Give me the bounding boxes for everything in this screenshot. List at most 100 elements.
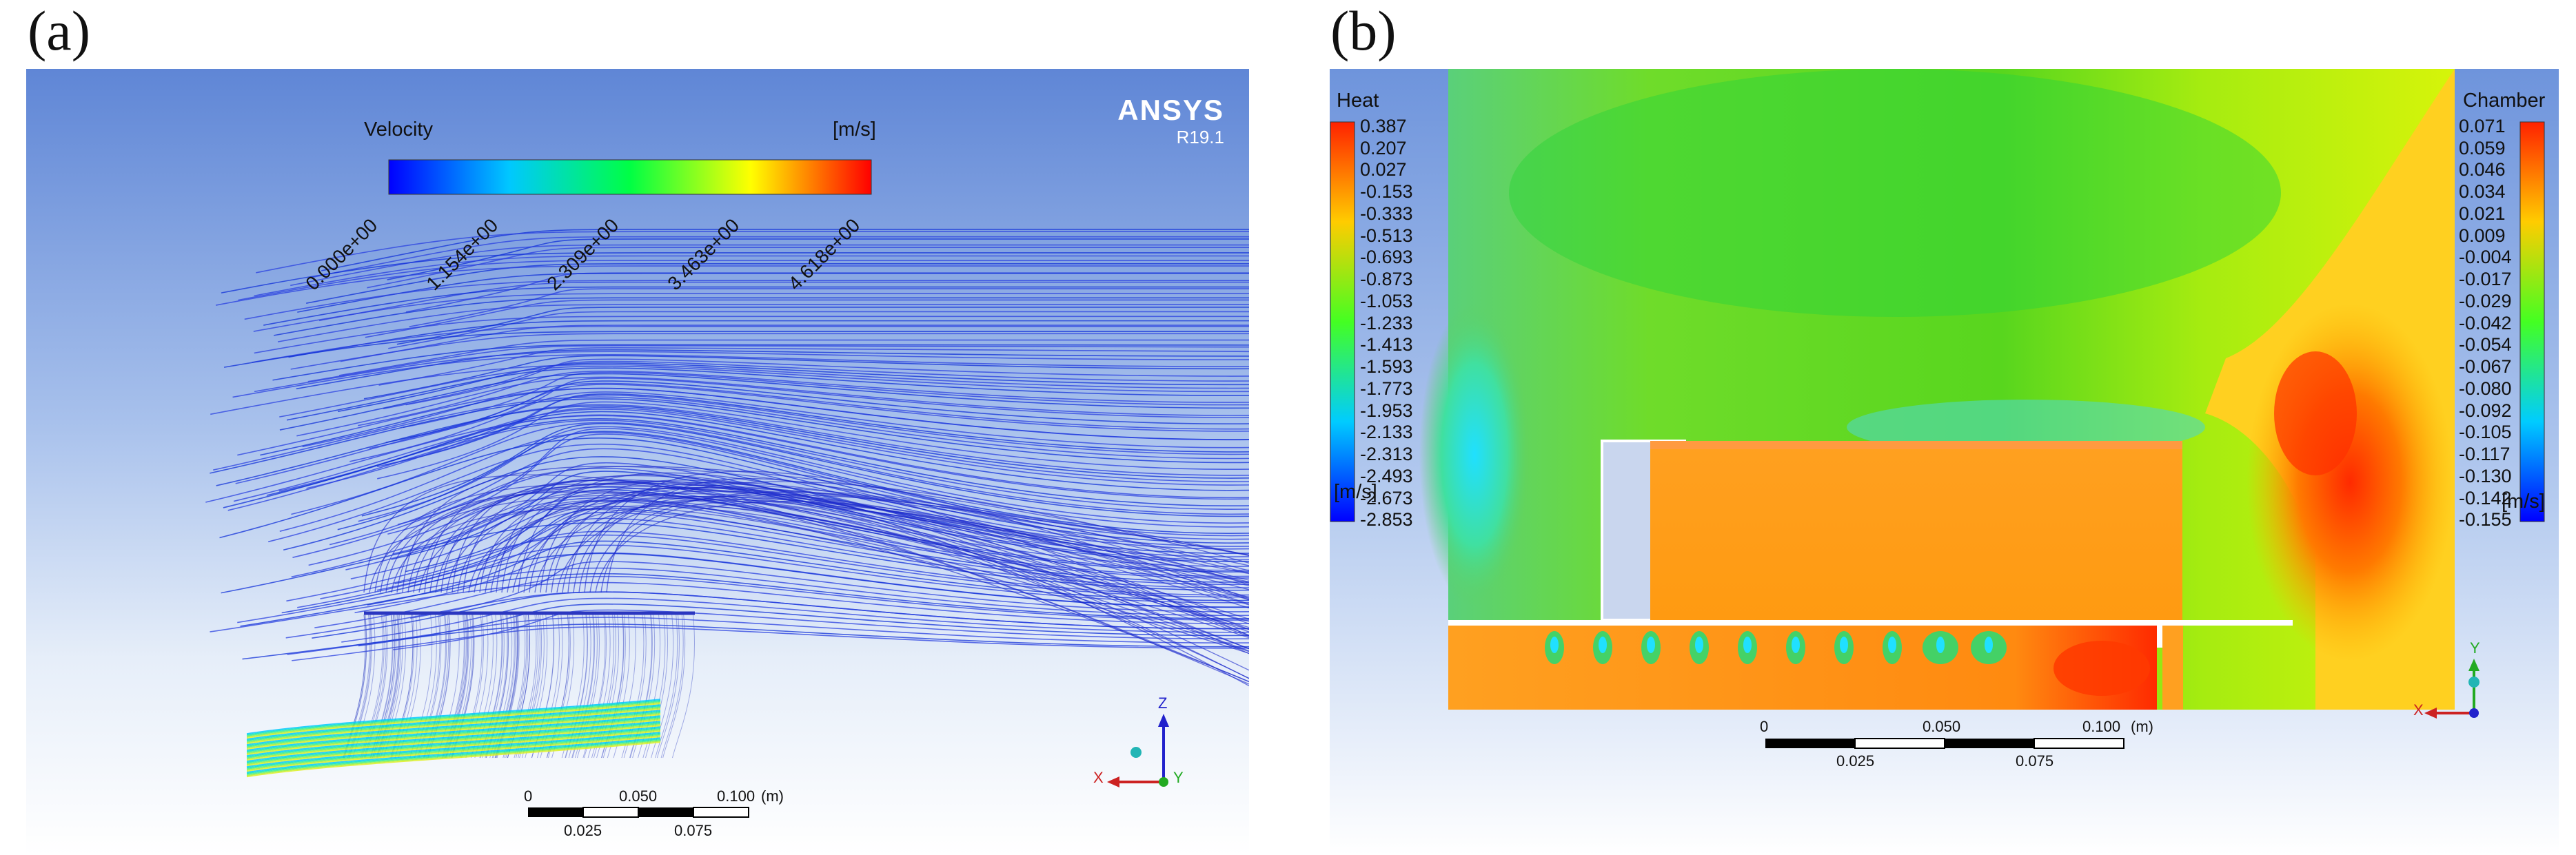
streamline bbox=[512, 505, 1249, 650]
streamline bbox=[256, 231, 1249, 274]
streamline bbox=[584, 471, 1249, 599]
jet-streamline bbox=[246, 712, 661, 748]
streamline bbox=[374, 483, 1249, 593]
heat-block bbox=[1601, 440, 2182, 627]
jet-streamline bbox=[246, 719, 661, 754]
streamline bbox=[227, 420, 1249, 511]
streamlines bbox=[205, 229, 1249, 778]
streamline bbox=[523, 491, 1249, 598]
jet-streamline bbox=[246, 723, 661, 759]
jet-core bbox=[1695, 637, 1703, 653]
jet-streamline bbox=[246, 721, 661, 756]
legend-value: -2.313 bbox=[1360, 444, 1413, 465]
streamline bbox=[252, 326, 1249, 363]
velocity-colorbar bbox=[388, 159, 872, 195]
legend-value: -2.673 bbox=[1360, 487, 1413, 508]
streamline bbox=[286, 367, 1249, 421]
legend-value: 0.046 bbox=[2459, 159, 2506, 181]
heat-legend-title: Heat bbox=[1337, 90, 1379, 112]
axis-x-label: X bbox=[2413, 701, 2424, 719]
streamline bbox=[656, 614, 680, 759]
streamline bbox=[310, 236, 1249, 278]
jet-core bbox=[1743, 637, 1752, 653]
jet-streamline bbox=[246, 699, 661, 736]
streamline bbox=[237, 567, 1249, 624]
streamline bbox=[297, 272, 1249, 313]
chamber-colorbar bbox=[2519, 121, 2545, 522]
streamline bbox=[388, 311, 1249, 349]
legend-value: -0.873 bbox=[1360, 269, 1413, 290]
jet-streamline bbox=[246, 735, 661, 771]
streamline bbox=[377, 401, 1249, 480]
jet-streamline bbox=[246, 728, 661, 764]
streamline bbox=[349, 391, 1249, 462]
jet-streamline bbox=[246, 721, 661, 758]
legend-title: Velocity bbox=[364, 119, 433, 141]
streamline bbox=[410, 378, 1249, 438]
axis-y-label: Y bbox=[2470, 639, 2480, 657]
streamline bbox=[254, 351, 1249, 393]
streamline bbox=[240, 573, 1249, 627]
legend-value: -1.773 bbox=[1360, 378, 1413, 399]
streamline bbox=[321, 229, 1249, 271]
axis-z-label: Z bbox=[1158, 694, 1168, 712]
scale-label-025: 0.025 bbox=[564, 822, 602, 839]
legend-value: -0.105 bbox=[2459, 422, 2512, 443]
streamline bbox=[394, 508, 1249, 584]
streamline bbox=[529, 486, 1249, 630]
streamline bbox=[551, 482, 1249, 605]
jet-core bbox=[1599, 637, 1607, 653]
legend-value: -0.029 bbox=[2459, 290, 2512, 311]
streamline bbox=[314, 575, 1249, 628]
legend-value: -0.153 bbox=[1360, 181, 1413, 203]
streamline bbox=[380, 491, 1249, 622]
legend-value: -0.155 bbox=[2459, 509, 2512, 530]
streamline bbox=[213, 396, 1249, 471]
streamline bbox=[361, 423, 1249, 517]
streamline bbox=[358, 370, 1249, 426]
scale-bar bbox=[1765, 738, 2124, 749]
legend-value: -1.233 bbox=[1360, 312, 1413, 333]
streamline bbox=[306, 406, 1249, 489]
streamline bbox=[286, 534, 1249, 602]
jet-streamline bbox=[246, 716, 661, 752]
streamline bbox=[383, 360, 1249, 409]
axis-triad bbox=[1107, 714, 1169, 787]
jet-streamline bbox=[246, 708, 661, 745]
jet-streamline bbox=[246, 713, 661, 749]
streamline bbox=[320, 530, 1249, 599]
streamline bbox=[365, 299, 1249, 338]
scale-unit: (m) bbox=[2131, 718, 2153, 735]
jet-streamline bbox=[246, 741, 661, 776]
jet-streamline bbox=[246, 732, 661, 769]
legend-value: 0.034 bbox=[2459, 181, 2506, 203]
streamline bbox=[329, 448, 1249, 550]
legend-value: -0.693 bbox=[1360, 247, 1413, 268]
jet-streamline bbox=[246, 741, 661, 778]
streamline bbox=[545, 487, 1249, 625]
legend-value: -2.493 bbox=[1360, 465, 1413, 486]
jet-streamline bbox=[246, 703, 661, 739]
legend-value: 0.207 bbox=[1360, 137, 1407, 158]
streamline bbox=[235, 404, 1249, 484]
ansys-logo: ANSYS R19.1 bbox=[1117, 94, 1224, 148]
streamline bbox=[232, 354, 1249, 398]
jet-core bbox=[1647, 637, 1655, 653]
streamline bbox=[651, 614, 674, 759]
streamline bbox=[363, 355, 1249, 400]
streamline bbox=[297, 544, 1249, 608]
streamline bbox=[306, 263, 1249, 304]
jet-streamline bbox=[246, 734, 661, 770]
streamline bbox=[296, 376, 1249, 437]
legend-value: -0.142 bbox=[2459, 487, 2512, 508]
ansys-version: R19.1 bbox=[1176, 127, 1224, 147]
ansys-brand: ANSYS bbox=[1117, 94, 1224, 126]
streamline bbox=[589, 491, 1249, 593]
legend-value: -1.413 bbox=[1360, 334, 1413, 356]
streamline bbox=[496, 474, 1249, 637]
jet-streamline bbox=[246, 738, 661, 774]
streamline bbox=[606, 477, 1249, 637]
jet-streamline bbox=[246, 708, 661, 743]
streamline bbox=[233, 414, 1249, 502]
jet-streamline bbox=[246, 701, 661, 736]
